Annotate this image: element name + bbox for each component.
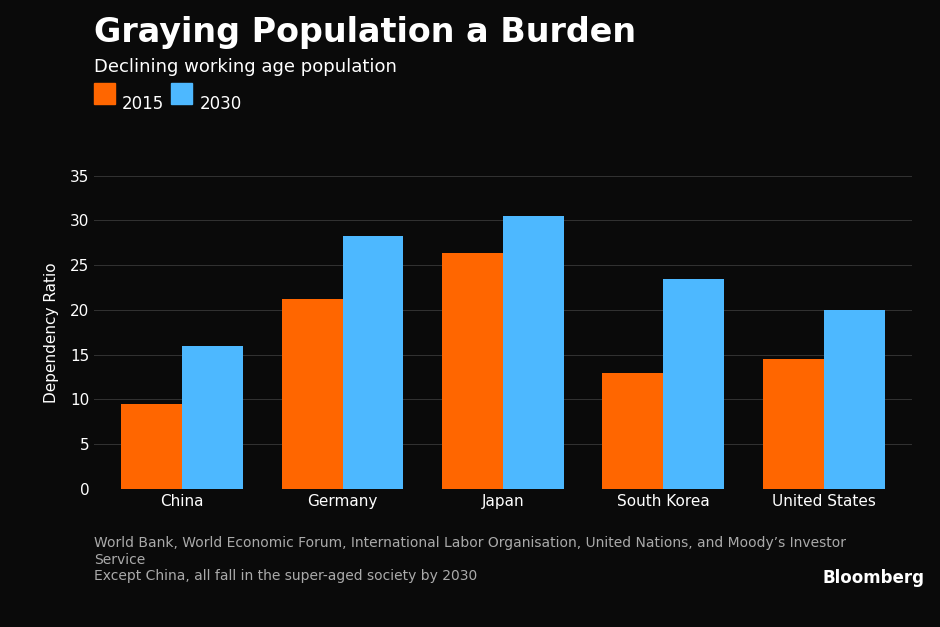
Bar — [762, 359, 823, 489]
Text: World Bank, World Economic Forum, International Labor Organisation, United Natio: World Bank, World Economic Forum, Intern… — [94, 536, 846, 550]
Text: Graying Population a Burden: Graying Population a Burden — [94, 16, 636, 49]
Text: Except China, all fall in the super-aged society by 2030: Except China, all fall in the super-aged… — [94, 569, 478, 582]
Text: Bloomberg: Bloomberg — [822, 569, 925, 587]
Bar — [823, 310, 885, 489]
Bar — [442, 253, 503, 489]
Bar — [664, 278, 724, 489]
Text: 2030: 2030 — [199, 95, 242, 113]
Bar — [342, 236, 403, 489]
Text: Declining working age population: Declining working age population — [94, 58, 397, 76]
Text: 2015: 2015 — [122, 95, 164, 113]
Bar — [603, 372, 664, 489]
Bar — [121, 404, 182, 489]
Bar — [503, 216, 564, 489]
Text: Service: Service — [94, 553, 146, 567]
Bar — [182, 345, 243, 489]
Y-axis label: Dependency Ratio: Dependency Ratio — [43, 262, 58, 403]
Bar — [282, 299, 342, 489]
